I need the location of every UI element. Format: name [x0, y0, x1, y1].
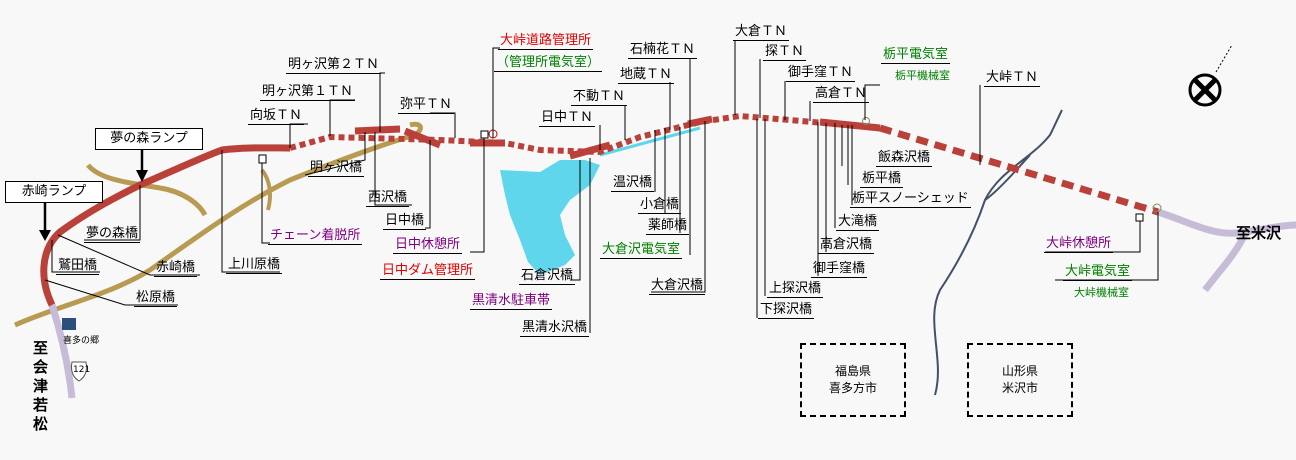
lake-inlet: [599, 126, 701, 157]
map-label: 薬師橋: [646, 218, 690, 235]
lake: [500, 160, 600, 275]
map-label: 高倉沢橋: [818, 237, 875, 254]
prefecture-name: 福島県: [834, 364, 871, 378]
city-name: 米沢市: [1001, 381, 1038, 395]
map-label: 大峠電気室: [1063, 264, 1133, 281]
prefecture-box-fukushima: 福島県 喜多方市: [800, 343, 906, 417]
map-label: 大峠道路管理所: [498, 33, 594, 50]
map-label: 下探沢橋: [758, 302, 815, 319]
destination-yonezawa: 至米沢: [1236, 224, 1282, 242]
facility-marker: [480, 130, 489, 139]
map-label: 栃平橋: [860, 171, 904, 188]
map-label: 石楠花ＴＮ: [628, 42, 698, 59]
map-label: 不動ＴＮ: [571, 89, 628, 106]
map-label: 松原橋: [134, 290, 178, 307]
map-label: 栃平機械室: [895, 69, 950, 82]
akasaki-ramp-label: 赤崎ランプ: [5, 181, 103, 203]
map-label: 地蔵ＴＮ: [618, 67, 675, 84]
map-label: 大倉沢電気室: [600, 242, 683, 259]
map-label: 大倉沢橋: [649, 278, 706, 295]
map-label: （管理所電気室）: [494, 55, 603, 72]
map-label: 明ヶ沢第２ＴＮ: [286, 57, 382, 74]
route-number: 121: [73, 365, 91, 375]
destination-aizuwakamatsu: 至会津若松: [31, 340, 49, 435]
facility-marker: [258, 154, 267, 164]
map-label: 明ヶ沢橋: [308, 160, 365, 177]
michi-no-eki-icon: [62, 318, 76, 330]
map-label: 日中ＴＮ: [539, 110, 596, 127]
facility-marker: [1135, 213, 1144, 222]
main-road: [40, 144, 291, 307]
planned-road-east: [1156, 208, 1296, 293]
map-label: 探ＴＮ: [763, 44, 807, 61]
main-road-tunnels: [289, 112, 881, 156]
map-label: 黒清水沢橋: [520, 320, 590, 337]
map-label: 温沢橋: [611, 175, 655, 192]
map-label: 黒清水駐車帯: [470, 293, 553, 310]
map-label: 鷲田橋: [56, 258, 100, 275]
map-label: 弥平ＴＮ: [398, 97, 455, 114]
map-label: 石倉沢橋: [519, 268, 576, 285]
map-label: チェーン着脱所: [268, 228, 363, 245]
map-label: 日中休憩所: [393, 237, 463, 254]
map-label: 栃平電気室: [881, 47, 951, 64]
planned-road-west: [48, 303, 76, 399]
ohtoge-tunnel: [878, 124, 1160, 216]
map-label: 栃平スノーシェッド: [850, 191, 971, 208]
map-label: 小倉橋: [638, 197, 682, 214]
map-label: 大倉ＴＮ: [733, 24, 790, 41]
facility-marker: [862, 117, 870, 125]
prefecture-name: 山形県: [1001, 364, 1038, 378]
local-road: [86, 163, 208, 217]
map-label: 大峠機械室: [1074, 286, 1129, 299]
facility-marker: [1152, 203, 1162, 213]
compass-north-icon: [1188, 44, 1233, 107]
map-label: 日中ダム管理所: [380, 263, 476, 280]
map-label: 明ヶ沢第１ＴＮ: [260, 84, 356, 101]
river-branch: [984, 154, 1031, 201]
map-label: 御手窪ＴＮ: [786, 65, 856, 82]
arrow-icon: [39, 230, 51, 241]
map-label: 上川原橋: [226, 257, 283, 274]
map-label: 上探沢橋: [767, 281, 824, 298]
map-label: 大峠ＴＮ: [984, 70, 1041, 87]
yumenomori-ramp-label: 夢の森ランプ: [95, 128, 203, 150]
route-121-shield-icon: [71, 361, 87, 382]
map-label: 日中橋: [383, 213, 427, 230]
map-label: 向坂ＴＮ: [248, 108, 305, 125]
map-label: 大滝橋: [836, 214, 880, 231]
map-label: 赤崎橋: [154, 260, 198, 277]
local-road: [260, 168, 272, 211]
arrow-icon: [136, 170, 148, 182]
map-label: 夢の森橋: [84, 226, 141, 243]
river: [933, 109, 1063, 396]
city-name: 喜多方市: [828, 381, 877, 395]
map-label: 飯森沢橋: [876, 150, 933, 167]
map-label: 高倉ＴＮ: [813, 86, 870, 103]
main-road: [354, 115, 881, 160]
map-label: 大峠休憩所: [1044, 236, 1114, 253]
map-label: 西沢橋: [366, 190, 410, 207]
map-label: 御手窪橋: [811, 261, 868, 278]
prefecture-box-yamagata: 山形県 米沢市: [967, 343, 1073, 417]
landmark-label: 喜多の郷: [63, 336, 100, 346]
